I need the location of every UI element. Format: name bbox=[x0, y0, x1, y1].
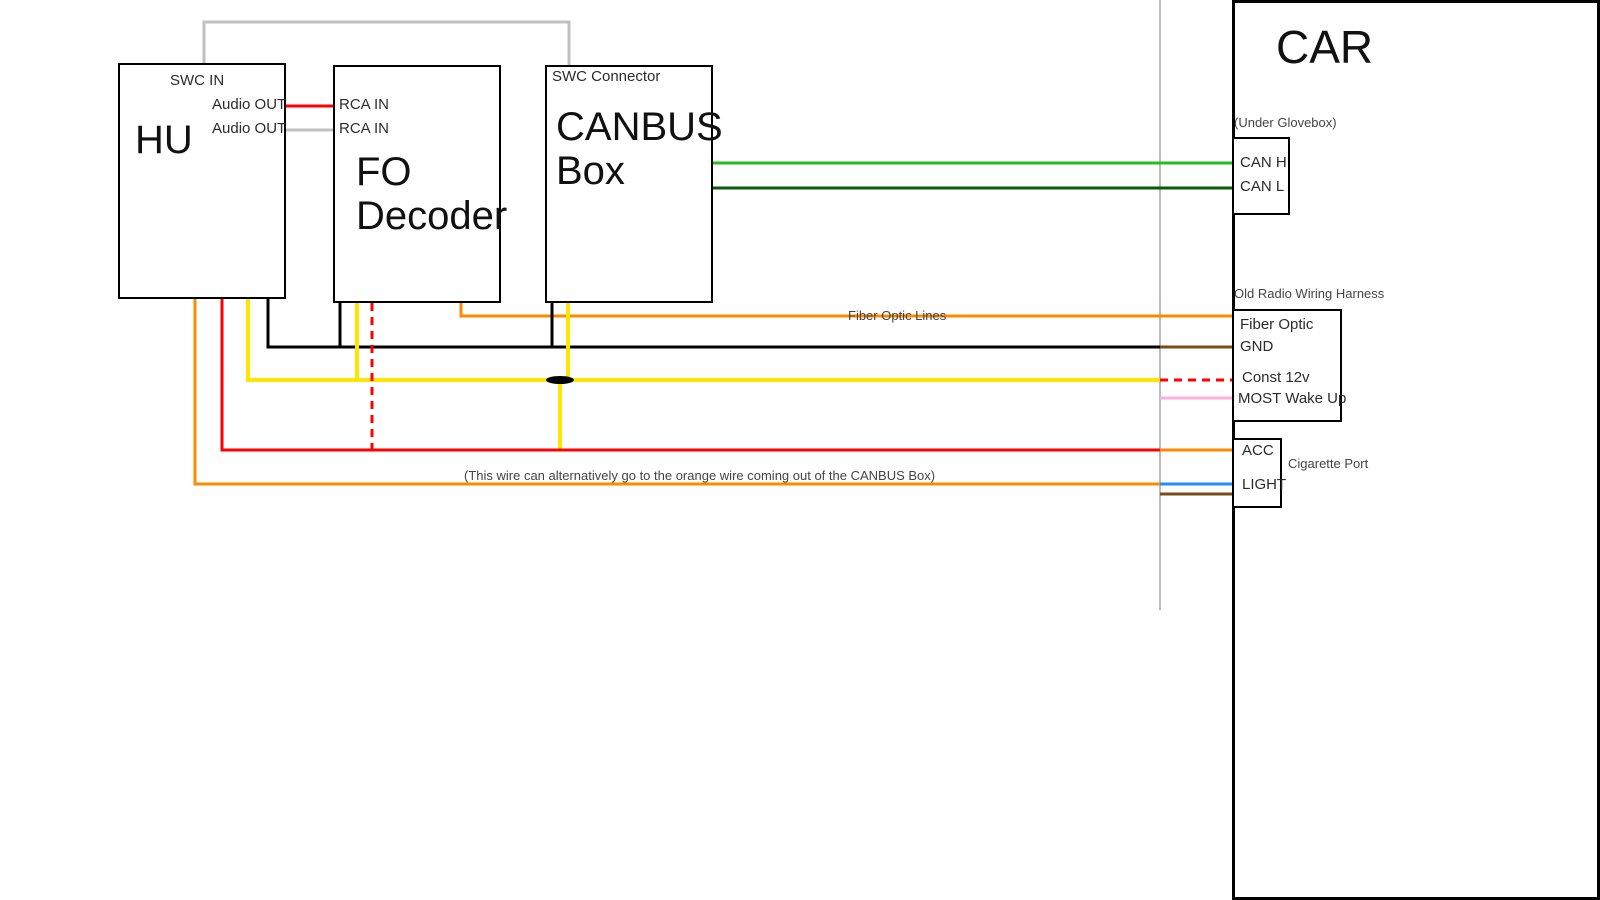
lbl-gnd: GND bbox=[1240, 338, 1273, 355]
lbl-audio-out1: Audio OUT bbox=[212, 96, 286, 113]
wire-swc-gray bbox=[204, 22, 569, 65]
lbl-old-harness: Old Radio Wiring Harness bbox=[1234, 286, 1384, 301]
lbl-swc-in: SWC IN bbox=[170, 72, 224, 89]
car-title: CAR bbox=[1276, 20, 1373, 74]
hu-title: HU bbox=[135, 118, 193, 163]
lbl-can-l: CAN L bbox=[1240, 178, 1284, 195]
junction-dot bbox=[546, 376, 574, 384]
wire-acc-red-main bbox=[222, 299, 1160, 450]
lbl-fiber-optic: Fiber Optic bbox=[1240, 316, 1313, 333]
lbl-rca-in2: RCA IN bbox=[339, 120, 389, 137]
fo-title: FODecoder bbox=[356, 150, 507, 238]
wire-y-hu bbox=[248, 299, 1160, 380]
lbl-can-h: CAN H bbox=[1240, 154, 1287, 171]
lbl-swc-conn: SWC Connector bbox=[552, 68, 660, 85]
lbl-const-12v: Const 12v bbox=[1242, 369, 1310, 386]
lbl-audio-out2: Audio OUT bbox=[212, 120, 286, 137]
wire-gnd-hu bbox=[268, 299, 1232, 347]
lbl-most-wake: MOST Wake Up bbox=[1238, 390, 1346, 407]
lbl-acc: ACC bbox=[1242, 442, 1274, 459]
glovebox-conn-box bbox=[1232, 137, 1290, 215]
lbl-light: LIGHT bbox=[1242, 476, 1286, 493]
lbl-under-glovebox: (Under Glovebox) bbox=[1234, 115, 1337, 130]
lbl-fiber-lines: Fiber Optic Lines bbox=[848, 308, 946, 323]
lbl-note: (This wire can alternatively go to the o… bbox=[464, 468, 935, 483]
fo-title-text: FODecoder bbox=[356, 150, 507, 238]
canbus-title: CANBUSBox bbox=[556, 105, 723, 193]
car-box bbox=[1232, 0, 1600, 900]
canbus-title-text: CANBUSBox bbox=[556, 105, 723, 193]
wire-fiber-right bbox=[461, 303, 1232, 316]
lbl-rca-in1: RCA IN bbox=[339, 96, 389, 113]
lbl-cig-port: Cigarette Port bbox=[1288, 456, 1368, 471]
